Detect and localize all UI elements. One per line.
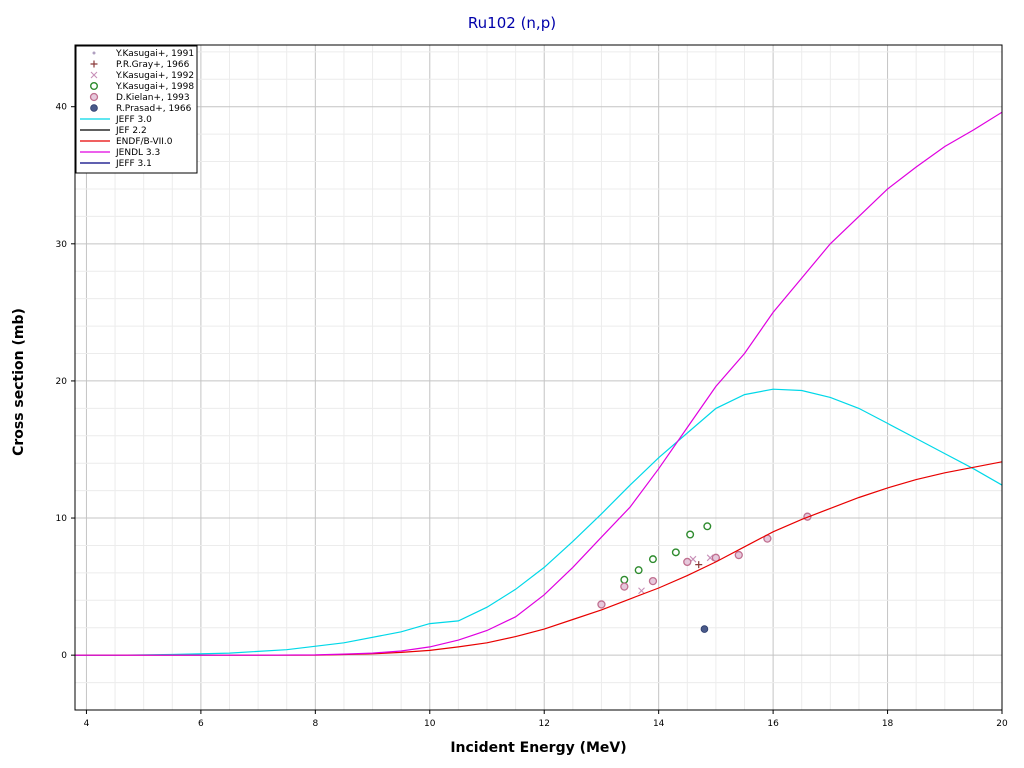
legend-entry-label: Y.Kasugai+, 1991: [115, 49, 194, 59]
series-2-point: [706, 554, 714, 562]
series-2-point: [638, 587, 645, 595]
legend-entry-label: P.R.Gray+, 1966: [116, 60, 190, 70]
y-tick-label: 0: [61, 651, 67, 661]
series-3-point: [703, 522, 712, 531]
legend-entry-label: JEF 2.2: [115, 126, 147, 136]
series-4-point: [620, 582, 629, 591]
series-6-line: [75, 388, 1002, 656]
x-axis-label: Incident Energy (MeV): [450, 740, 627, 756]
series-3-point: [686, 530, 695, 539]
y-tick-label: 10: [56, 514, 68, 524]
legend-swatch-marker: [92, 51, 96, 55]
legend-entry-label: Y.Kasugai+, 1998: [115, 82, 194, 92]
series-5-point: [700, 625, 709, 633]
series-3-point: [634, 566, 643, 575]
series-9-line: [75, 111, 1002, 656]
legend-swatch-marker: [90, 71, 98, 79]
y-tick-label: 40: [56, 103, 68, 113]
x-tick-label: 12: [538, 719, 549, 729]
x-tick-label: 14: [653, 719, 665, 729]
legend-entry-label: JENDL 3.3: [115, 148, 160, 158]
y-tick-label: 30: [56, 240, 68, 250]
chart-title: Ru102 (n,p): [467, 14, 557, 32]
series-3-point: [648, 555, 657, 564]
legend-entry-label: ENDF/B-VII.0: [116, 137, 173, 147]
series-4-point: [683, 557, 692, 567]
series-layer: [75, 111, 1002, 656]
x-tick-label: 20: [996, 719, 1008, 729]
x-tick-label: 8: [312, 719, 318, 729]
series-3-point: [671, 548, 680, 557]
x-tick-label: 10: [424, 719, 436, 729]
legend-entry-label: D.Kielan+, 1993: [116, 93, 190, 103]
x-tick-label: 4: [84, 719, 90, 729]
tick-layer: 4 6 8 10 12 14 16 18 20 0 10 20 30 40: [56, 103, 1008, 729]
legend-entry-label: JEFF 3.1: [115, 159, 152, 169]
legend-entry-label: R.Prasad+, 1966: [116, 104, 192, 114]
series-4-point: [734, 550, 743, 560]
legend-entry-label: JEFF 3.0: [115, 115, 152, 125]
legend-swatch-marker: [89, 92, 99, 102]
series-1-point: [695, 561, 703, 569]
legend-swatch-marker: [90, 60, 98, 68]
plot-frame: [74, 44, 1003, 711]
legend-swatch-marker: [90, 104, 98, 112]
series-4-point: [597, 600, 606, 609]
legend-entry-label: Y.Kasugai+, 1992: [115, 71, 194, 81]
grid-layer: [75, 45, 1003, 711]
x-tick-label: 18: [882, 719, 894, 729]
legend-swatch-marker: [89, 81, 98, 90]
x-tick-label: 16: [767, 719, 779, 729]
series-3-point: [620, 575, 629, 584]
x-tick-label: 6: [198, 719, 204, 729]
y-tick-label: 20: [56, 377, 68, 387]
series-4-point: [648, 576, 658, 586]
